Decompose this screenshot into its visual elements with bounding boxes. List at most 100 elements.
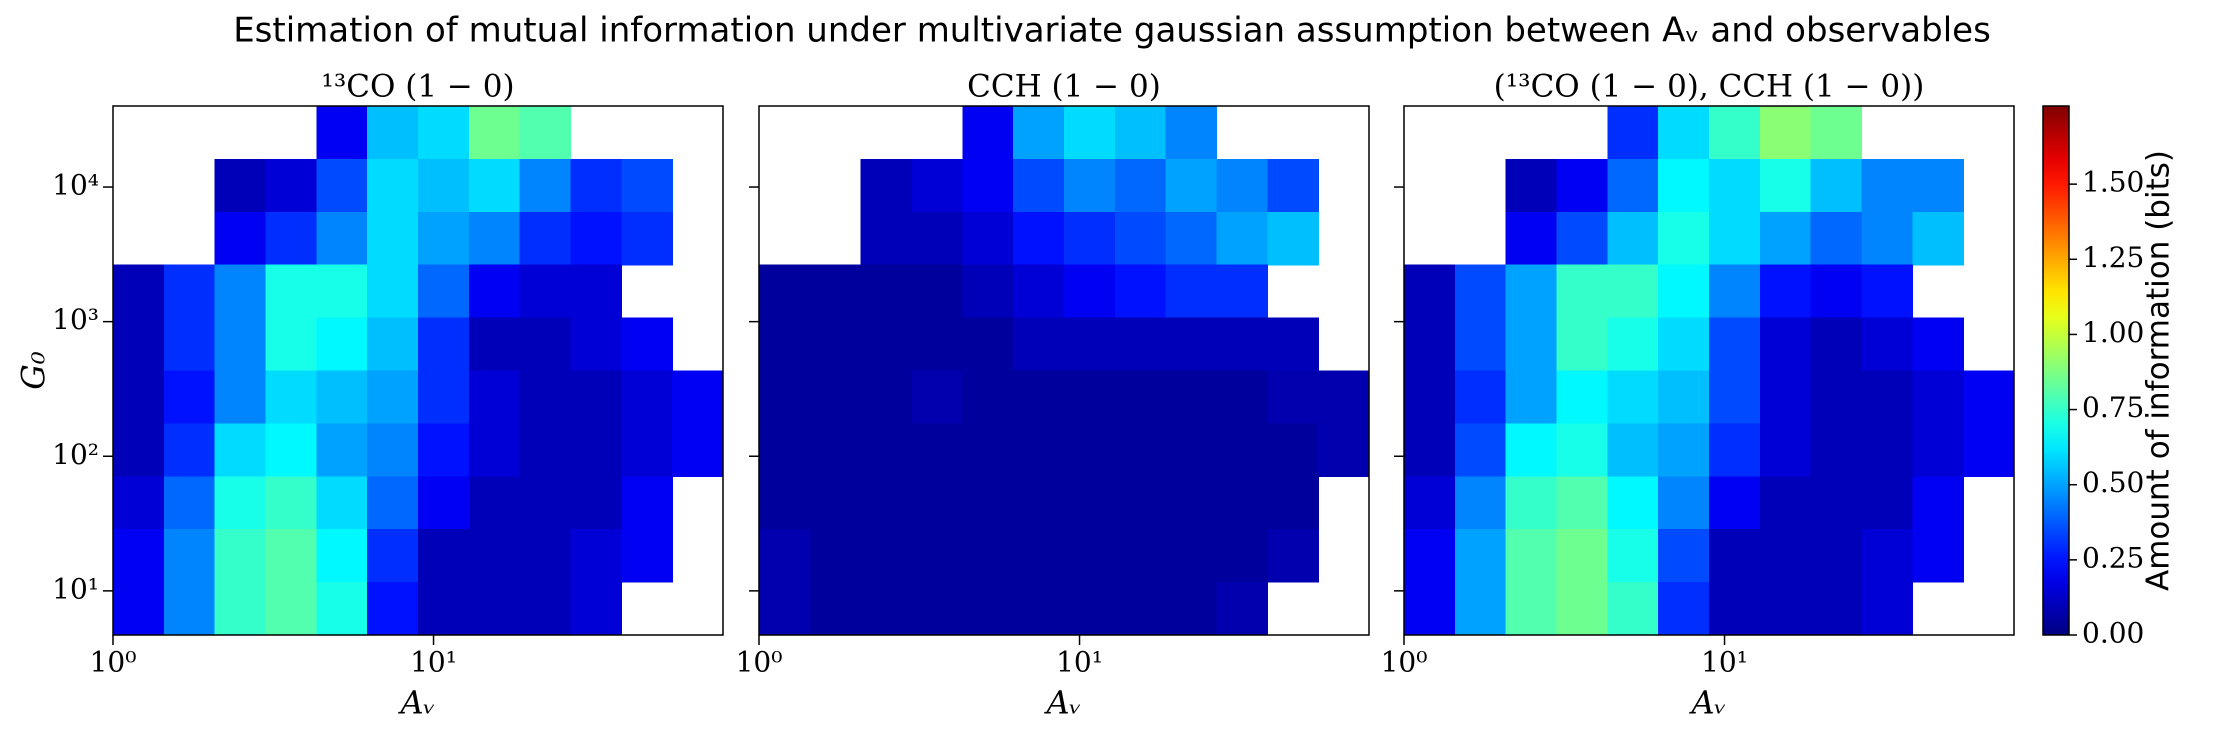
heatmap-cell <box>1454 476 1507 530</box>
heatmap-cell <box>113 370 165 424</box>
heatmap-cell <box>367 529 419 583</box>
heatmap-cell <box>1013 476 1065 530</box>
heatmap-cell <box>265 582 317 636</box>
heatmap-cell <box>962 106 1014 160</box>
heatmap-cell <box>911 476 963 530</box>
heatmap-cell <box>1454 582 1507 636</box>
heatmap-cell <box>1861 476 1913 530</box>
heatmap-cell <box>1404 370 1456 424</box>
heatmap-cell <box>1810 370 1863 424</box>
heatmap-cell <box>519 423 572 477</box>
colorbar-label: Amount of information (bits) <box>2141 150 2177 591</box>
heatmap-cell <box>265 370 317 424</box>
heatmap-cell <box>1607 317 1659 372</box>
heatmap-cell <box>672 370 724 424</box>
heatmap-cell <box>316 317 368 372</box>
heatmap-cell <box>962 582 1014 636</box>
heatmap-cell <box>759 370 811 424</box>
heatmap-cell <box>367 423 419 477</box>
heatmap-cell <box>962 158 1014 213</box>
heatmap-cell <box>1810 106 1863 160</box>
heatmap-cell <box>1658 106 1710 160</box>
heatmap-cell <box>911 264 963 319</box>
heatmap-cell <box>1759 317 1812 372</box>
heatmap-cell <box>1013 370 1065 424</box>
heatmap-cell <box>316 106 368 160</box>
heatmap-cell <box>367 211 419 266</box>
heatmap-cell <box>759 476 811 530</box>
heatmap-cell <box>163 582 216 636</box>
y-tick-label: 10² <box>52 438 99 471</box>
heatmap-cell <box>962 529 1014 583</box>
panel-title: CCH (1 − 0) <box>967 69 1161 105</box>
heatmap-cell <box>1759 529 1812 583</box>
heatmap-cell <box>1505 582 1558 636</box>
y-tick-label: 10¹ <box>52 572 99 605</box>
heatmap-cell <box>1709 529 1761 583</box>
heatmap-cell <box>316 211 368 266</box>
heatmap-cell <box>1165 582 1218 636</box>
heatmap-cell <box>962 264 1014 319</box>
heatmap-cell <box>1114 158 1167 213</box>
heatmap-cell <box>316 529 368 583</box>
heatmap-cell <box>1064 106 1116 160</box>
heatmap-cell <box>468 106 521 160</box>
heatmap-cell <box>962 423 1014 477</box>
heatmap-cell <box>1658 476 1710 530</box>
heatmap-cell <box>1658 211 1710 266</box>
heatmap-cell <box>1810 423 1863 477</box>
heatmap-cell <box>214 317 267 372</box>
heatmap-cell <box>265 264 317 319</box>
heatmap-cell <box>1064 211 1116 266</box>
heatmap-cell <box>1505 423 1558 477</box>
heatmap-cell <box>214 211 267 266</box>
heatmap-cell <box>1114 529 1167 583</box>
heatmap-cell <box>1013 529 1065 583</box>
heatmap-cell <box>1861 317 1913 372</box>
heatmap-cell <box>163 476 216 530</box>
heatmap-cell <box>1505 529 1558 583</box>
heatmap-cell <box>418 264 470 319</box>
heatmap-cell <box>860 158 913 213</box>
heatmap-cell <box>1216 529 1268 583</box>
heatmap-cell <box>113 264 165 319</box>
heatmap-cell <box>113 476 165 530</box>
heatmap-cell <box>860 582 913 636</box>
x-axis-label: Aᵥ <box>397 684 435 722</box>
heatmap-cell <box>316 370 368 424</box>
heatmap-cell <box>468 529 521 583</box>
heatmap-cell <box>1810 476 1863 530</box>
heatmap-cell <box>1912 211 1964 266</box>
y-tick-label: 10⁴ <box>52 169 99 202</box>
heatmap-cell <box>809 476 862 530</box>
heatmap-cell <box>418 211 470 266</box>
heatmap-cell <box>468 423 521 477</box>
heatmap-cell <box>1064 582 1116 636</box>
heatmap-cell <box>759 317 811 372</box>
heatmap-cell <box>1505 317 1558 372</box>
heatmap-cell <box>1912 317 1964 372</box>
heatmap-cell <box>214 423 267 477</box>
heatmap-cell <box>860 529 913 583</box>
heatmap-cell <box>1454 423 1507 477</box>
heatmap-cell <box>1658 582 1710 636</box>
heatmap-cell <box>759 264 811 319</box>
heatmap-cell <box>163 529 216 583</box>
x-axis-label: Aᵥ <box>1688 684 1726 722</box>
heatmap-cell <box>519 106 572 160</box>
heatmap-cell <box>1165 370 1218 424</box>
heatmap-cell <box>214 529 267 583</box>
heatmap-cell <box>1912 476 1964 530</box>
heatmap-cell <box>1114 423 1167 477</box>
heatmap-cell <box>621 317 673 372</box>
heatmap-cell <box>1861 529 1913 583</box>
heatmap-cell <box>1607 211 1659 266</box>
heatmap-cell <box>163 423 216 477</box>
heatmap-cell <box>1165 317 1218 372</box>
heatmap-cell <box>1404 529 1456 583</box>
heatmap-cell <box>1013 158 1065 213</box>
heatmap-cell <box>1267 423 1319 477</box>
heatmap-cell <box>1318 370 1370 424</box>
heatmap-cell <box>1709 476 1761 530</box>
heatmap-cell <box>1810 264 1863 319</box>
